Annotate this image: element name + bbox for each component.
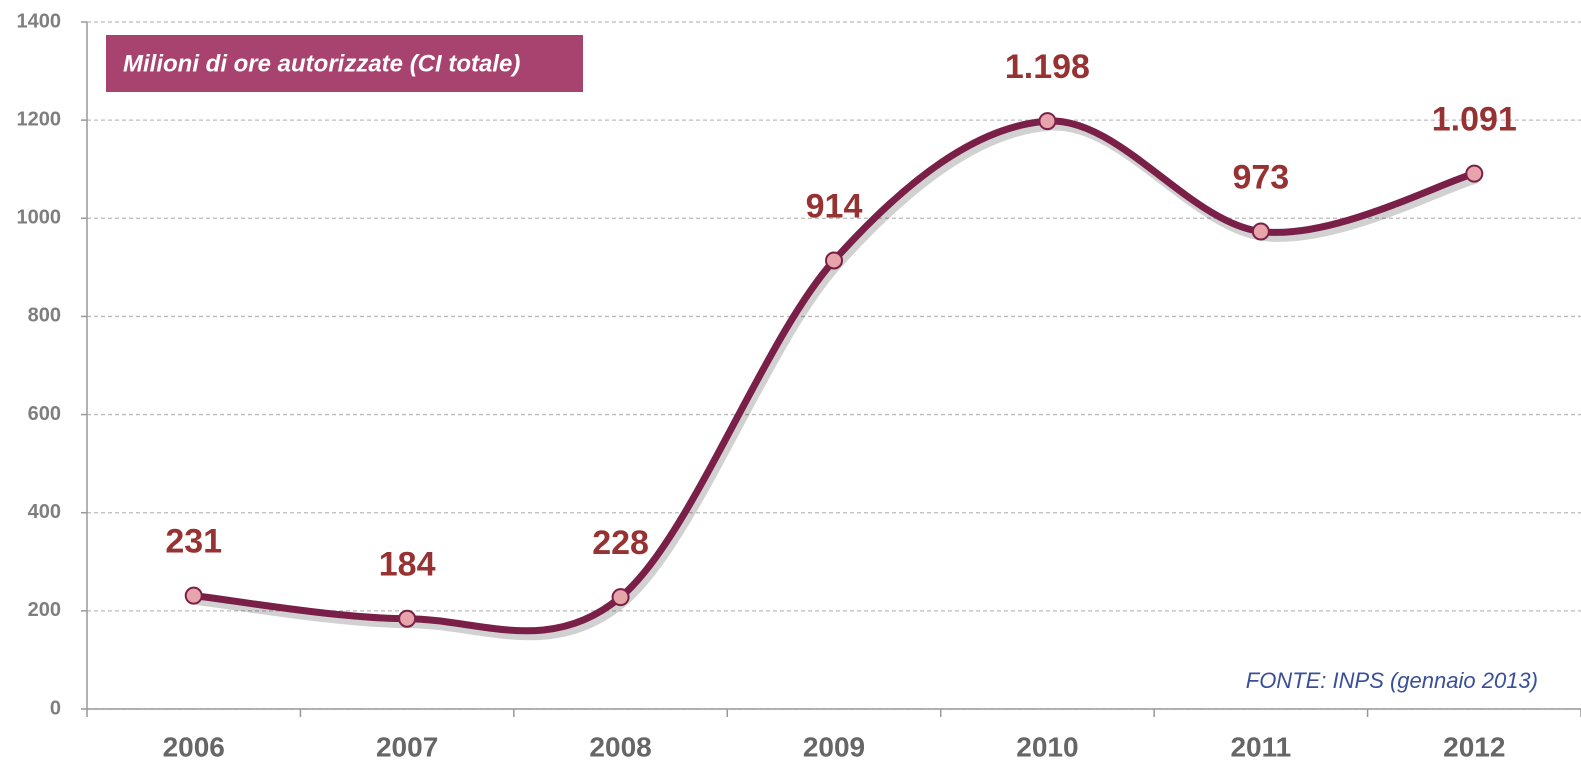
value-label: 914 bbox=[806, 187, 863, 225]
value-label: 231 bbox=[165, 523, 222, 561]
value-label: 973 bbox=[1232, 159, 1289, 197]
point bbox=[1465, 164, 1484, 183]
x-tick-label: 2006 bbox=[163, 731, 225, 762]
y-tick-label: 400 bbox=[28, 501, 61, 523]
x-tick-label: 2012 bbox=[1443, 731, 1505, 762]
value-label: 1.091 bbox=[1432, 101, 1517, 139]
y-tick-label: 200 bbox=[28, 599, 61, 621]
point bbox=[184, 586, 203, 605]
point bbox=[1251, 222, 1270, 241]
chart-title: Milioni di ore autorizzate (CI totale) bbox=[123, 50, 520, 77]
x-tick-label: 2007 bbox=[376, 731, 438, 762]
source-note: FONTE: INPS (gennaio 2013) bbox=[1246, 668, 1538, 693]
x-tick-label: 2009 bbox=[803, 731, 865, 762]
point bbox=[825, 251, 843, 270]
y-tick-label: 0 bbox=[50, 697, 61, 719]
title-box bbox=[106, 35, 583, 92]
y-tick-label: 600 bbox=[28, 403, 61, 425]
y-tick-label: 800 bbox=[28, 305, 61, 327]
value-label: 228 bbox=[592, 524, 649, 562]
value-label: 1.198 bbox=[1005, 48, 1090, 86]
point bbox=[611, 588, 630, 607]
y-tick-label: 1000 bbox=[17, 207, 62, 229]
x-tick-label: 2010 bbox=[1016, 731, 1078, 762]
x-tick-label: 2008 bbox=[589, 731, 651, 762]
x-tick-label: 2011 bbox=[1230, 731, 1291, 762]
point bbox=[1038, 112, 1057, 131]
y-tick-label: 1400 bbox=[17, 10, 62, 32]
value-label: 184 bbox=[379, 546, 436, 584]
y-tick-label: 1200 bbox=[17, 108, 62, 130]
point bbox=[398, 609, 417, 628]
